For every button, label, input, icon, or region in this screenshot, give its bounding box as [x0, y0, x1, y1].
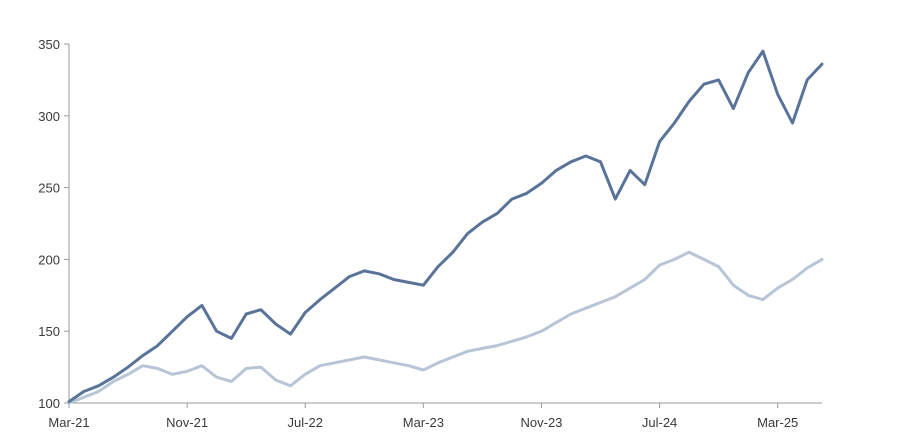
x-tick-label: Nov-21 [166, 415, 208, 430]
series-layer [67, 49, 824, 405]
y-tick-label: 150 [38, 324, 60, 339]
x-tick-label: Mar-25 [757, 415, 798, 430]
x-tick-label: Nov-23 [521, 415, 563, 430]
y-tick-label: 100 [38, 396, 60, 411]
x-tick-label: Mar-21 [48, 415, 89, 430]
series-line-2 [67, 250, 824, 405]
x-tick-label: Jul-24 [642, 415, 677, 430]
y-axis: 100 150 200 250 300 350 [38, 37, 70, 411]
x-tick-label: Mar-23 [403, 415, 444, 430]
x-tick-label: Jul-22 [288, 415, 323, 430]
y-tick-label: 200 [38, 252, 60, 267]
y-tick-label: 350 [38, 37, 60, 52]
y-tick-label: 300 [38, 109, 60, 124]
series-line-1 [67, 49, 824, 404]
y-tick-label: 250 [38, 181, 60, 196]
x-axis: Mar-21 Nov-21 Jul-22 Mar-23 Nov-23 Jul-24 Mar-… [48, 402, 822, 430]
